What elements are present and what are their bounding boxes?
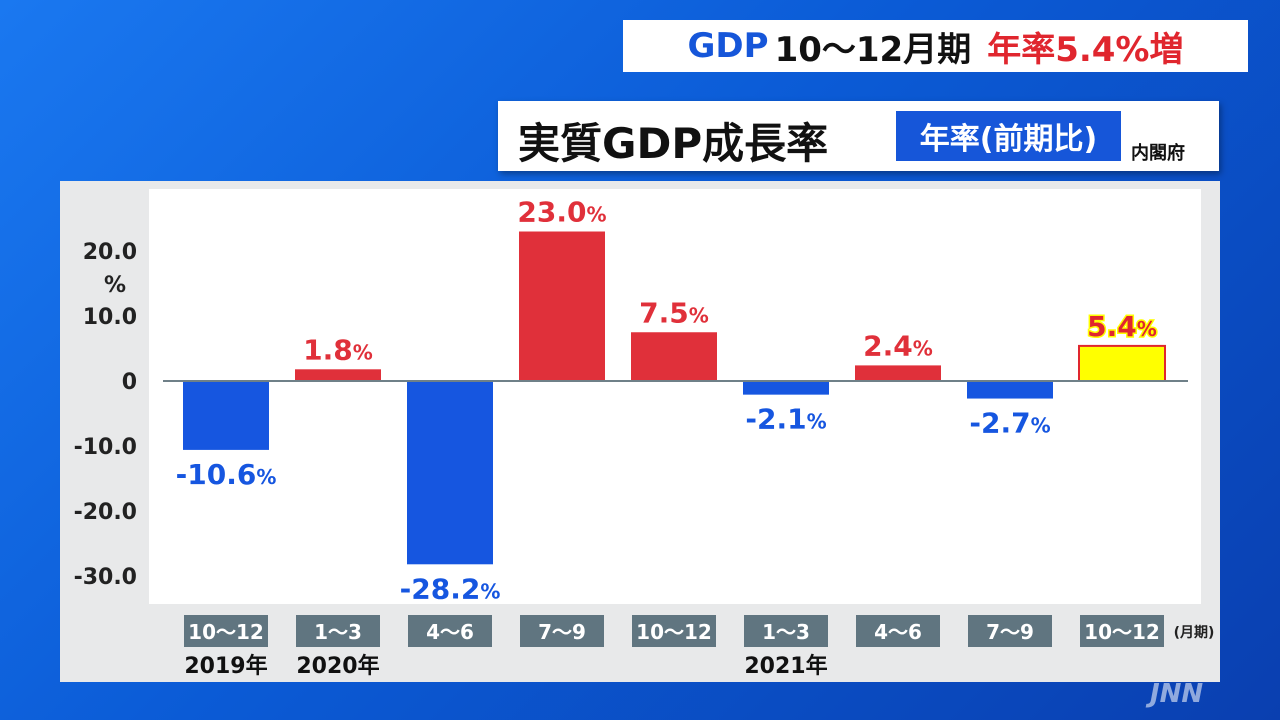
bar: [967, 381, 1053, 399]
bar: [855, 365, 941, 381]
bar: [1078, 344, 1166, 382]
headline-period: 10〜12月期: [774, 29, 972, 70]
data-label: 1.8%: [303, 333, 373, 366]
category-label: 7〜9: [986, 620, 1034, 644]
bar: [743, 381, 829, 395]
category-label: 7〜9: [538, 620, 586, 644]
data-label-suffix: %: [353, 340, 373, 364]
bar: [519, 231, 605, 381]
year-label: 2019年: [184, 653, 267, 679]
data-label-suffix: %: [480, 579, 500, 603]
y-tick-label: -20.0: [74, 500, 137, 525]
data-label: -2.1%: [745, 403, 826, 436]
y-tick-label: 10.0: [83, 305, 137, 330]
chart-title-box: 実質GDP成長率 年率(前期比) 内閣府: [498, 101, 1219, 171]
data-label: -10.6%: [176, 458, 277, 491]
bar: [183, 381, 269, 450]
data-label-value: 2.4: [863, 329, 913, 362]
data-label-value: -28.2: [400, 572, 481, 605]
data-label: 23.0%: [517, 196, 606, 229]
category-box: [1080, 615, 1164, 647]
category-box: [296, 615, 380, 647]
y-tick-label: 20.0: [83, 240, 137, 265]
category-label: 4〜6: [874, 620, 922, 644]
category-box: [744, 615, 828, 647]
jnn-logo: JNN: [1150, 679, 1204, 709]
category-box: [408, 615, 492, 647]
data-label-value: 7.5: [639, 296, 689, 329]
category-box: [184, 615, 268, 647]
data-label: -28.2%: [400, 572, 501, 605]
data-label-suffix: %: [1031, 414, 1051, 438]
data-label-value: 23.0: [517, 196, 586, 229]
y-unit-label: %: [104, 273, 126, 298]
category-label: 10〜12: [1084, 620, 1160, 644]
source-label: 内閣府: [1131, 143, 1185, 164]
bar: [407, 381, 493, 565]
data-label-suffix: %: [1137, 317, 1157, 341]
headline-rate: 年率5.4%増: [987, 29, 1184, 70]
category-label: 4〜6: [426, 620, 474, 644]
data-label-suffix: %: [689, 303, 709, 327]
data-label: 2.4%: [863, 329, 933, 362]
y-tick-label: -10.0: [74, 435, 137, 460]
category-box: [856, 615, 940, 647]
data-label-value: -2.1: [745, 403, 806, 436]
y-tick-label: -30.0: [74, 565, 137, 590]
data-label-suffix: %: [256, 465, 276, 489]
chart-title: 実質GDP成長率: [518, 119, 829, 168]
headline-banner: GDP 10〜12月期 年率5.4%増: [623, 20, 1248, 72]
data-label-value: -10.6: [176, 458, 257, 491]
data-label: -2.7%: [969, 407, 1050, 440]
data-label: 7.5%: [639, 296, 709, 329]
category-box: [632, 615, 716, 647]
category-label: 1〜3: [762, 620, 810, 644]
annual-rate-badge: 年率(前期比): [896, 111, 1121, 161]
year-label: 2021年: [744, 653, 827, 679]
data-label-suffix: %: [807, 410, 827, 434]
data-label-value: 5.4: [1087, 310, 1137, 343]
data-label-value: -2.7: [969, 407, 1030, 440]
data-label-suffix: %: [587, 203, 607, 227]
category-box: [968, 615, 1052, 647]
data-label: 5.4%: [1087, 310, 1157, 343]
bar: [295, 369, 381, 381]
data-label-value: 1.8: [303, 333, 353, 366]
x-unit-label: (月期): [1174, 625, 1215, 641]
category-label: 10〜12: [188, 620, 264, 644]
category-box: [520, 615, 604, 647]
headline-gdp: GDP: [687, 26, 769, 66]
y-tick-label: 0: [122, 370, 137, 395]
year-label: 2020年: [296, 653, 379, 679]
bar: [631, 332, 717, 381]
category-label: 1〜3: [314, 620, 362, 644]
data-label-suffix: %: [913, 336, 933, 360]
category-label: 10〜12: [636, 620, 712, 644]
